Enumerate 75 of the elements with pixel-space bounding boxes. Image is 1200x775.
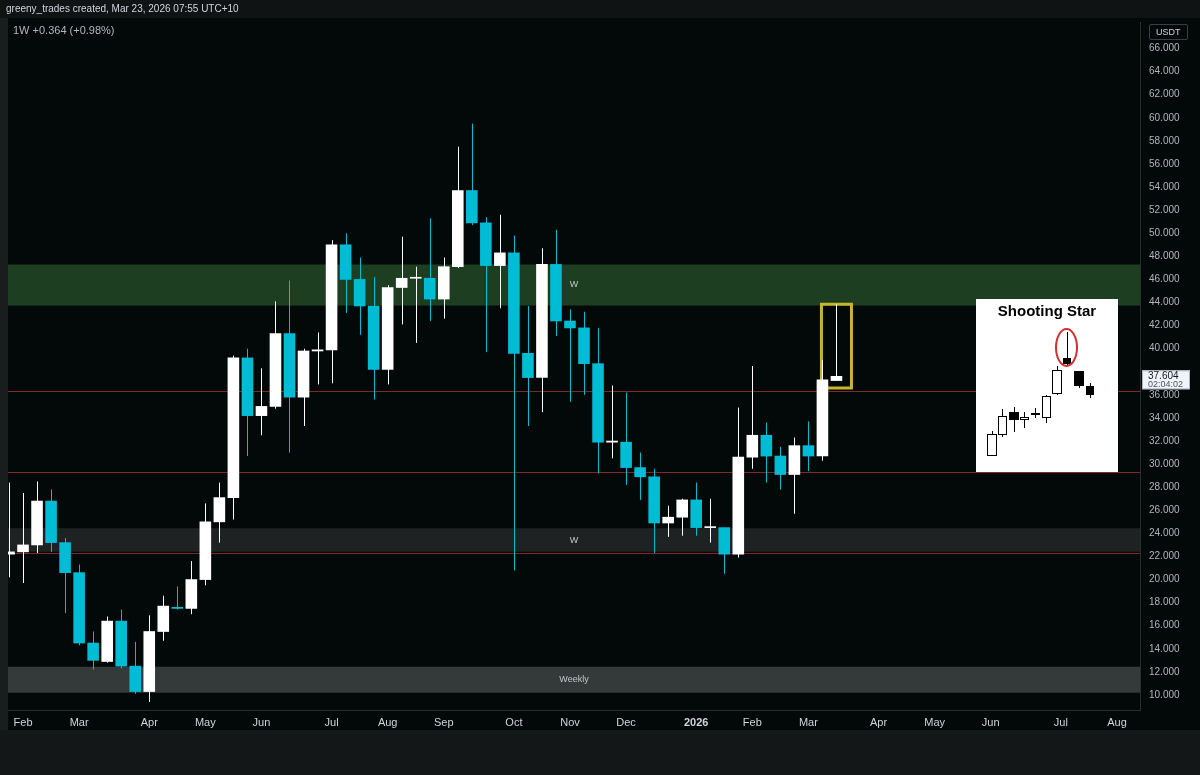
candlestick — [423, 217, 436, 322]
y-tick-label: 44.000 — [1149, 296, 1181, 308]
y-tick-label: 60.000 — [1149, 111, 1181, 123]
y-tick-label: 22.000 — [1149, 550, 1181, 562]
y-tick-label: 32.000 — [1149, 434, 1181, 446]
y-tick-label: 54.000 — [1149, 180, 1181, 192]
y-tick-label: 26.000 — [1149, 504, 1181, 516]
x-tick-label: Dec — [616, 715, 637, 728]
x-tick-label: Aug — [377, 715, 398, 728]
x-tick-label: Apr — [869, 715, 888, 728]
y-tick-label: 20.000 — [1149, 573, 1181, 585]
candlestick — [606, 385, 618, 459]
annotation: Shooting Star — [997, 302, 1097, 319]
x-tick-label: Sep — [433, 715, 454, 728]
y-tick-label: 10.000 — [1149, 688, 1181, 700]
candlestick — [746, 365, 759, 470]
x-tick-label: Jul — [324, 715, 339, 728]
y-tick-label: 56.000 — [1149, 157, 1181, 169]
x-tick-label: Jun — [252, 715, 271, 728]
band-label: W — [569, 279, 579, 290]
y-tick-label: 36.000 — [1149, 388, 1181, 400]
candlestick — [564, 308, 576, 403]
candlestick — [494, 214, 506, 309]
candlestick — [760, 422, 773, 484]
candlestick — [17, 492, 29, 584]
x-tick-label: Mar — [69, 715, 89, 728]
y-tick-label: 64.000 — [1149, 65, 1181, 77]
y-tick-label: 40.000 — [1149, 342, 1181, 354]
y-tick-label: 52.000 — [1149, 203, 1181, 215]
candlestick — [409, 266, 422, 344]
text: greeny_trades created, Mar 23, 2026 07:55 UTC+10 — [6, 3, 239, 14]
y-tick-label: 66.000 — [1149, 42, 1181, 54]
y-tick-label: 46.000 — [1149, 273, 1181, 285]
x-tick-label: Apr — [140, 715, 159, 728]
candlestick — [704, 498, 717, 544]
x-tick-label: Oct — [505, 715, 523, 728]
y-tick-label: 50.000 — [1149, 227, 1181, 238]
y-tick-label: 24.000 — [1149, 527, 1181, 539]
candlestick — [662, 505, 674, 538]
y-tick-label: 48.000 — [1149, 250, 1181, 262]
candlestick — [676, 498, 688, 537]
y-tick-label: 18.000 — [1149, 596, 1181, 608]
y-tick-label: 28.000 — [1149, 480, 1181, 492]
candlestick — [255, 367, 268, 436]
y-tick-label: 14.000 — [1149, 642, 1181, 654]
y-tick-label: 30.000 — [1149, 457, 1181, 469]
candlestick — [87, 631, 99, 671]
candlestick — [830, 303, 843, 382]
candlestick — [774, 446, 787, 491]
y-tick-label: 12.000 — [1149, 665, 1181, 677]
y-tick-label: 58.000 — [1149, 134, 1181, 146]
y-tick-label: 62.000 — [1149, 88, 1181, 100]
y-axis-title: USDT — [1149, 24, 1188, 40]
x-tick-label: Jun — [981, 715, 1000, 728]
text: 02:04:02 — [1148, 379, 1184, 390]
x-tick-label: Jul — [1053, 715, 1068, 728]
x-tick-label: Aug — [1107, 715, 1127, 728]
band-label: W — [569, 534, 579, 545]
band-label: Weekly — [559, 674, 590, 685]
x-tick-label: May — [924, 715, 946, 728]
x-tick-label: Mar — [798, 715, 819, 728]
candlestick — [395, 236, 408, 325]
x-tick-label: Nov — [560, 715, 581, 728]
candlestick — [634, 452, 646, 501]
x-tick-label: May — [194, 715, 217, 728]
chart-subtitle: 1W +0.364 (+0.98%) — [13, 24, 115, 36]
candlestick — [802, 420, 815, 472]
y-tick-label: 16.000 — [1149, 619, 1181, 631]
y-tick-label: 42.000 — [1149, 319, 1181, 331]
x-tick-label: Feb — [742, 715, 762, 728]
y-tick-label: 34.000 — [1149, 411, 1181, 423]
text: 37.604 — [1148, 370, 1180, 382]
candlestick — [171, 585, 184, 611]
x-tick-label: Feb — [13, 715, 33, 728]
x-tick-label: 2026 — [683, 715, 709, 728]
